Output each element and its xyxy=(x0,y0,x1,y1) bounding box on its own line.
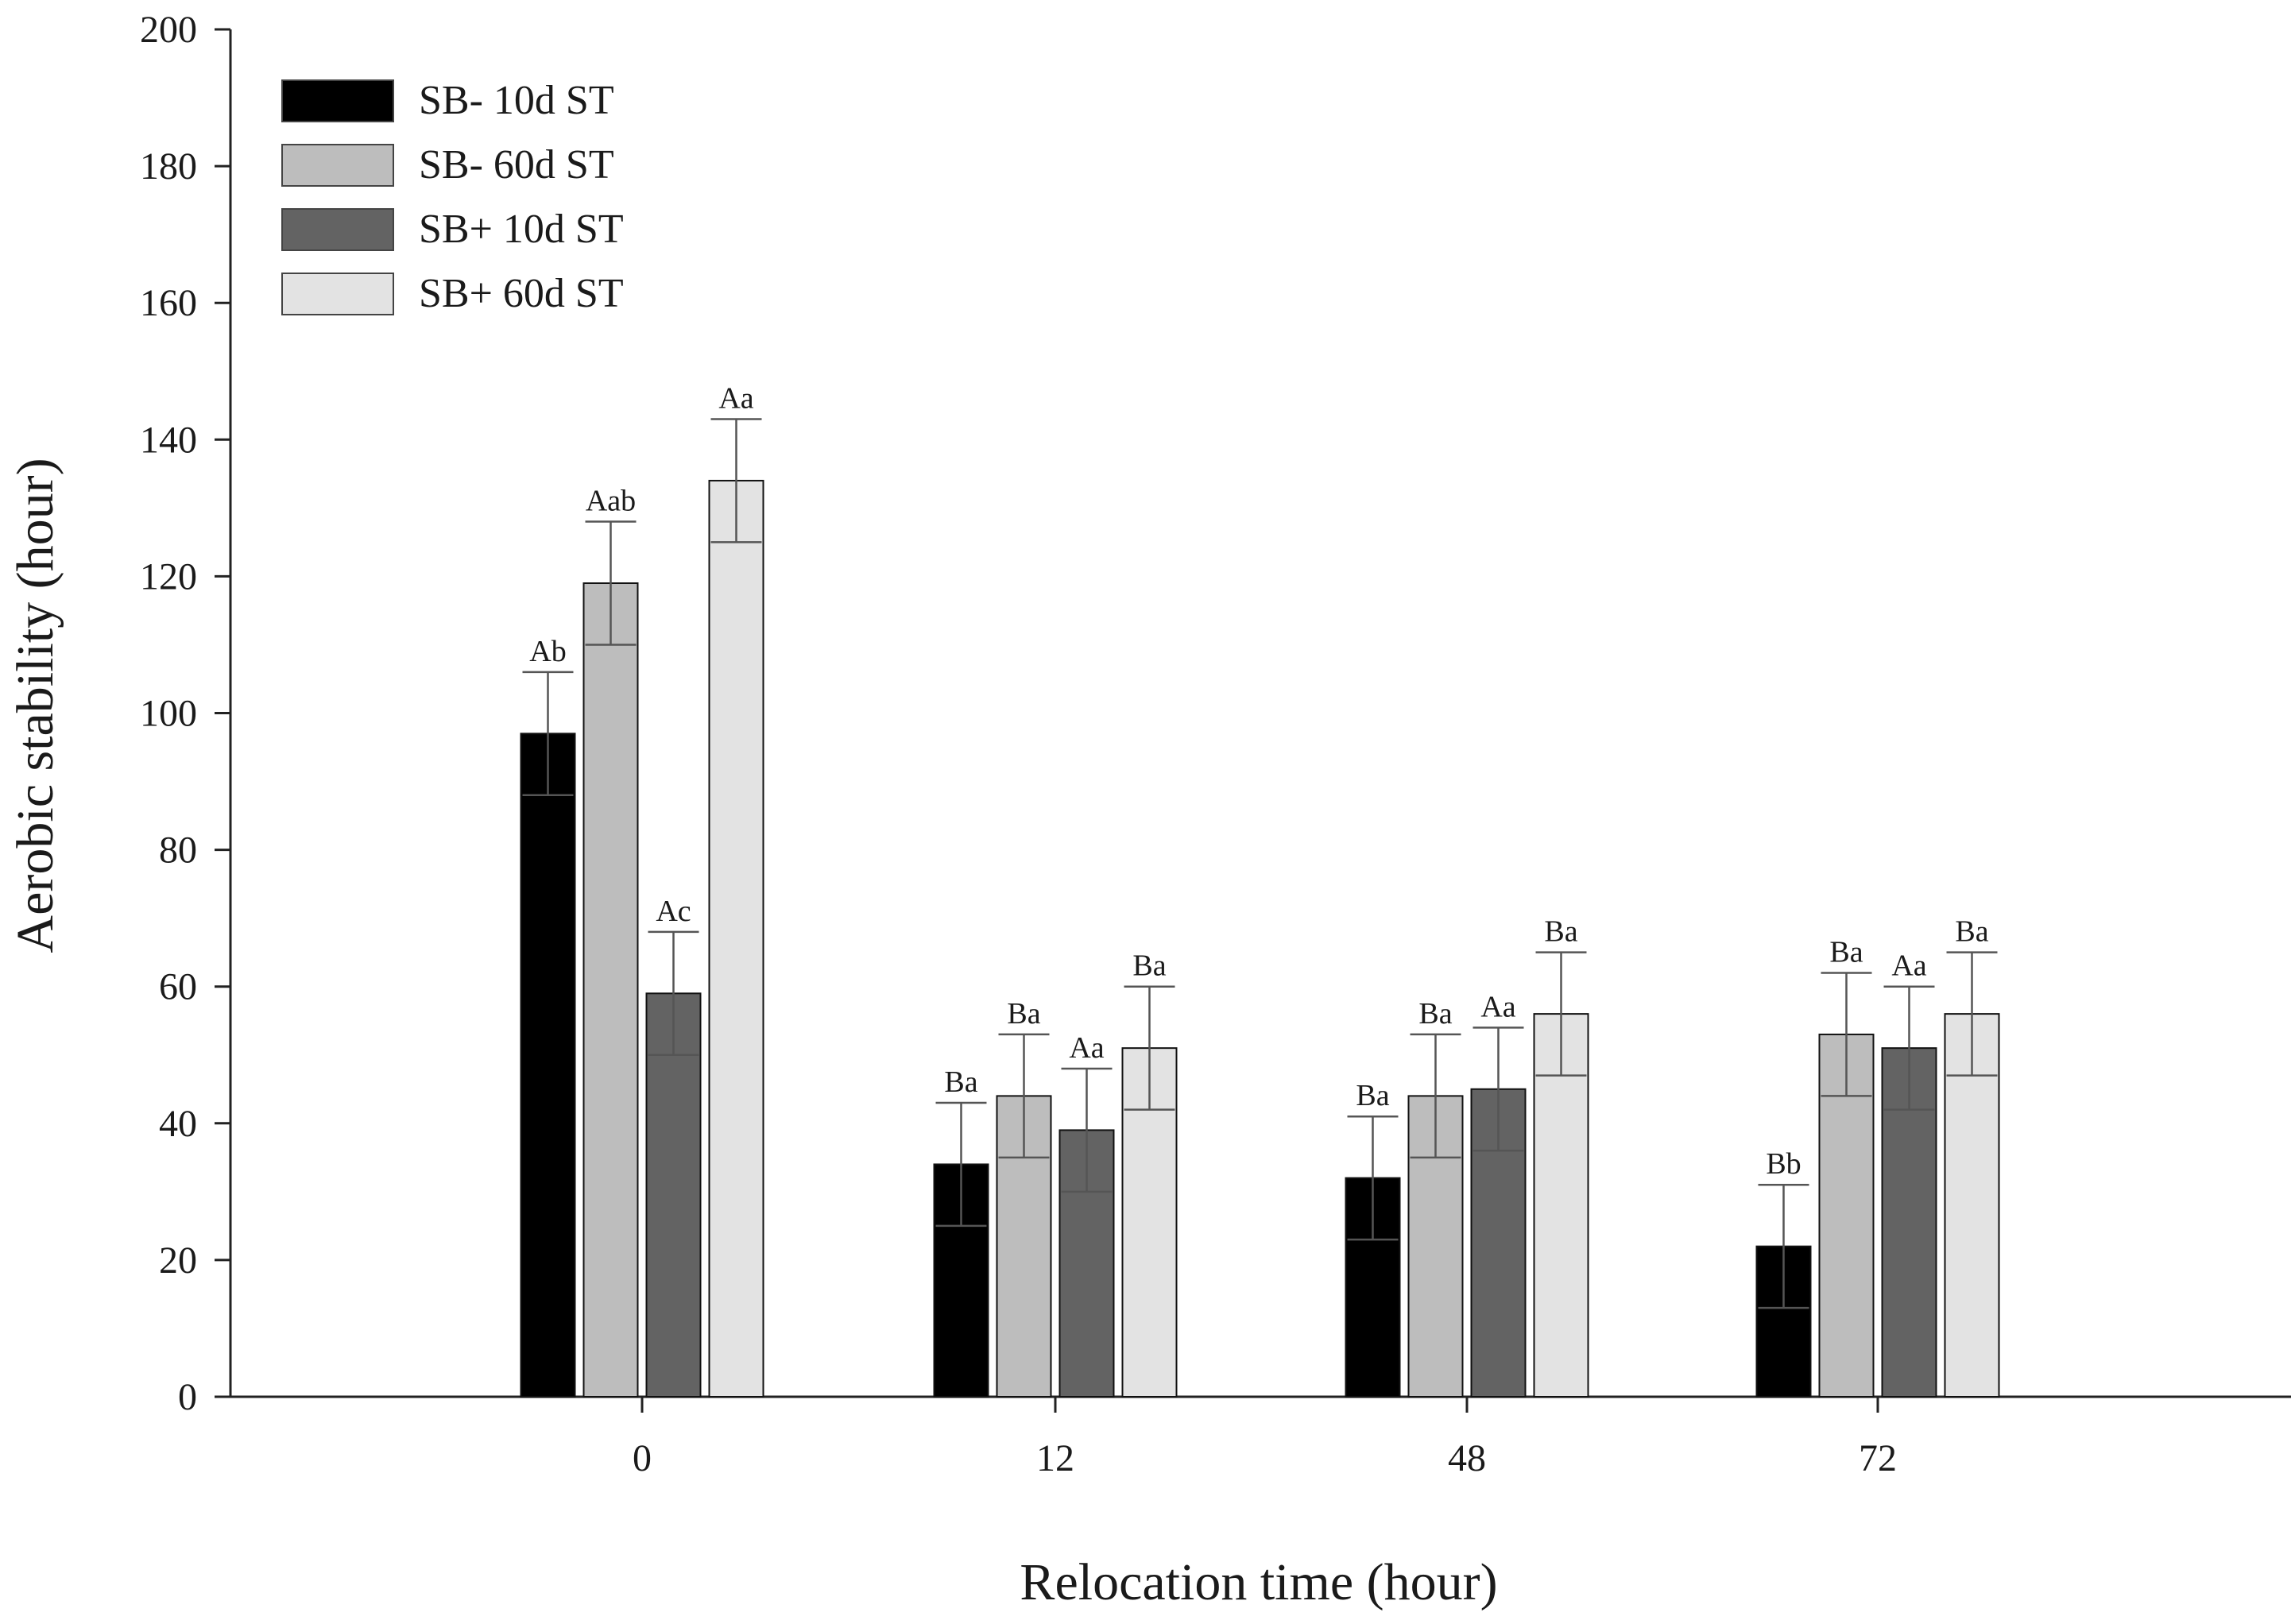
bar xyxy=(582,582,639,1398)
significance-label: Ab xyxy=(529,635,566,668)
significance-label: Aab xyxy=(586,485,636,518)
significance-label: Ba xyxy=(1132,949,1166,983)
legend-swatch xyxy=(281,144,394,187)
x-tick-label: 72 xyxy=(1859,1437,1897,1479)
significance-label: Bb xyxy=(1766,1147,1801,1181)
significance-label: Ac xyxy=(656,895,691,928)
legend-label: SB+ 60d ST xyxy=(419,271,624,316)
significance-label: Aa xyxy=(1480,990,1515,1023)
y-tick-label: 60 xyxy=(159,966,197,1008)
significance-label: Ba xyxy=(1955,915,1988,949)
bar xyxy=(708,479,764,1398)
error-bars-layer xyxy=(522,418,1998,1309)
bar xyxy=(1944,1013,2000,1398)
legend: SB- 10d ST SB- 60d ST SB+ 10d ST SB+ 60d ST xyxy=(281,78,624,316)
x-axis-title: Relocation time (hour) xyxy=(1020,1553,1497,1611)
annotations-layer: Ab Ba Ba Bb Aab Ba Ba Ba Ac Aa Aa Aa Aa Ba Ba Ba xyxy=(529,381,1988,1181)
x-tick-label: 48 xyxy=(1448,1437,1486,1479)
legend-swatch xyxy=(281,273,394,315)
legend-swatch xyxy=(281,79,394,122)
y-tick-label: 100 xyxy=(140,693,197,735)
bar xyxy=(520,733,576,1398)
legend-label: SB+ 10d ST xyxy=(419,207,624,252)
significance-label: Aa xyxy=(718,381,753,415)
y-tick-label: 0 xyxy=(178,1376,197,1418)
significance-label: Ba xyxy=(944,1065,977,1099)
y-tick-label: 200 xyxy=(140,9,197,51)
significance-label: Ba xyxy=(1007,997,1040,1030)
legend-label: SB- 10d ST xyxy=(419,78,614,123)
x-tick-label: 12 xyxy=(1036,1437,1074,1479)
significance-label: Ba xyxy=(1829,935,1863,969)
significance-label: Aa xyxy=(1069,1031,1104,1065)
y-tick-label: 140 xyxy=(140,419,197,461)
y-tick-label: 120 xyxy=(140,555,197,597)
x-tick-label: 0 xyxy=(633,1437,652,1479)
legend-label: SB- 60d ST xyxy=(419,142,614,188)
y-tick-label: 40 xyxy=(159,1103,197,1145)
y-tick-label: 20 xyxy=(159,1239,197,1282)
y-tick-label: 160 xyxy=(140,282,197,324)
y-tick-label: 180 xyxy=(140,145,197,188)
legend-swatch xyxy=(281,208,394,251)
significance-label: Ba xyxy=(1544,915,1577,949)
significance-label: Aa xyxy=(1891,949,1926,983)
significance-label: Ba xyxy=(1356,1079,1389,1112)
y-tick-label: 80 xyxy=(159,829,197,872)
axes-layer: 0 20 40 60 80 100 120 140 160 180 200 0 12 48 72 xyxy=(140,9,2291,1479)
significance-label: Ba xyxy=(1418,997,1452,1030)
bars-layer xyxy=(520,479,2000,1398)
y-axis-title: Aerobic stability (hour) xyxy=(6,458,64,953)
